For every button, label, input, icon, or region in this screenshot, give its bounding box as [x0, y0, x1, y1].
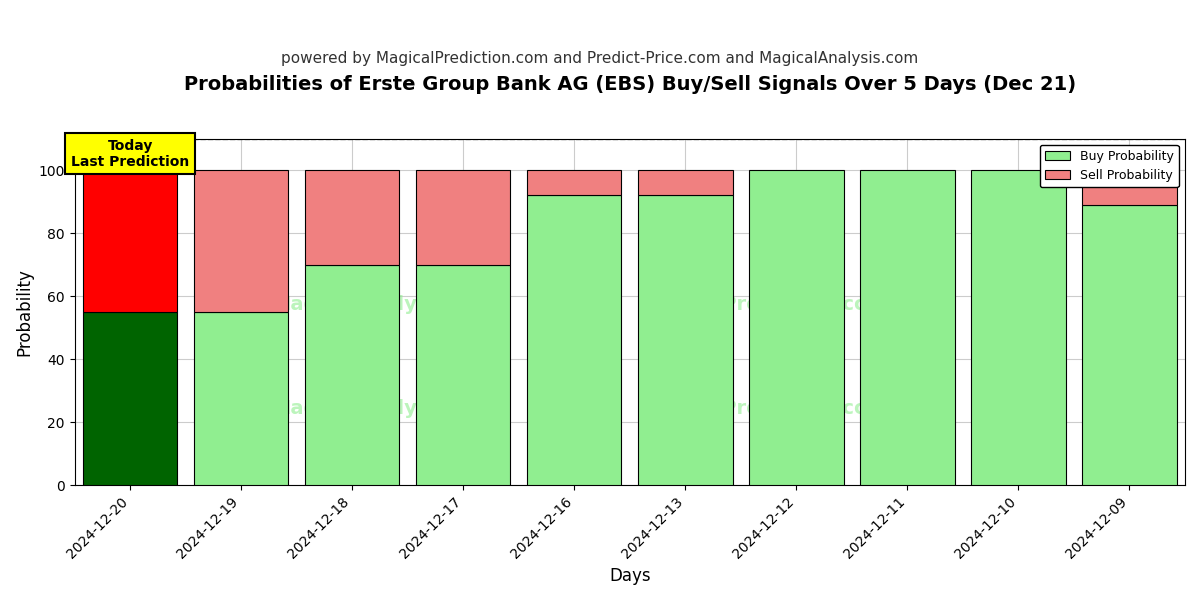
- Title: Probabilities of Erste Group Bank AG (EBS) Buy/Sell Signals Over 5 Days (Dec 21): Probabilities of Erste Group Bank AG (EB…: [184, 75, 1076, 94]
- Bar: [638, 196, 732, 485]
- X-axis label: Days: Days: [610, 567, 650, 585]
- Bar: [749, 170, 844, 485]
- Bar: [416, 170, 510, 265]
- Legend: Buy Probability, Sell Probability: Buy Probability, Sell Probability: [1040, 145, 1178, 187]
- Bar: [83, 312, 178, 485]
- Bar: [1082, 170, 1177, 205]
- Text: Today
Last Prediction: Today Last Prediction: [71, 139, 190, 169]
- Bar: [305, 170, 400, 265]
- Bar: [860, 170, 955, 485]
- Text: MagicalPrediction.com: MagicalPrediction.com: [638, 400, 888, 418]
- Bar: [416, 265, 510, 485]
- Bar: [83, 170, 178, 312]
- Text: MagicalAnalysis.com: MagicalAnalysis.com: [271, 295, 499, 314]
- Bar: [527, 196, 622, 485]
- Bar: [638, 170, 732, 196]
- Bar: [194, 312, 288, 485]
- Bar: [1082, 205, 1177, 485]
- Bar: [194, 170, 288, 312]
- Bar: [527, 170, 622, 196]
- Text: MagicalAnalysis.com: MagicalAnalysis.com: [271, 400, 499, 418]
- Bar: [971, 170, 1066, 485]
- Text: powered by MagicalPrediction.com and Predict-Price.com and MagicalAnalysis.com: powered by MagicalPrediction.com and Pre…: [281, 51, 919, 66]
- Bar: [305, 265, 400, 485]
- Text: MagicalPrediction.com: MagicalPrediction.com: [638, 295, 888, 314]
- Y-axis label: Probability: Probability: [16, 268, 34, 356]
